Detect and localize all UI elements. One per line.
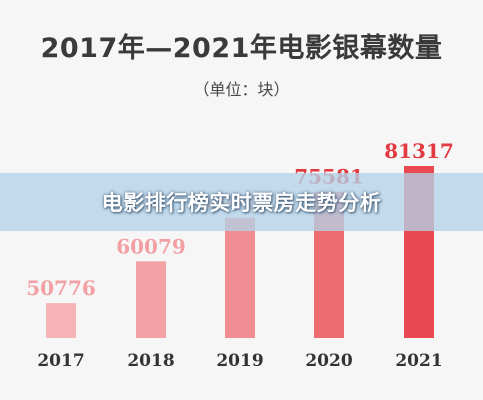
x-tick-2018: 2018 — [127, 351, 174, 371]
x-tick-2017: 2017 — [37, 351, 84, 371]
value-label-2021: 81317 — [384, 139, 454, 163]
x-tick-2019: 2019 — [216, 351, 263, 371]
value-label-2018: 60079 — [116, 234, 186, 258]
chart-title: 2017年—2021年电影银幕数量 — [40, 33, 443, 64]
x-tick-2021: 2021 — [395, 351, 442, 371]
value-label-2017: 50776 — [26, 276, 96, 300]
bar-2017 — [46, 303, 76, 338]
x-tick-2020: 2020 — [305, 351, 352, 371]
bar-2018 — [136, 261, 166, 338]
bar-2019 — [225, 217, 255, 338]
chart-subtitle: （单位：块） — [193, 80, 290, 99]
overlay-banner-text: 电影排行榜实时票房走势分析 — [101, 191, 382, 215]
overlay-banner: 电影排行榜实时票房走势分析 — [0, 173, 483, 231]
